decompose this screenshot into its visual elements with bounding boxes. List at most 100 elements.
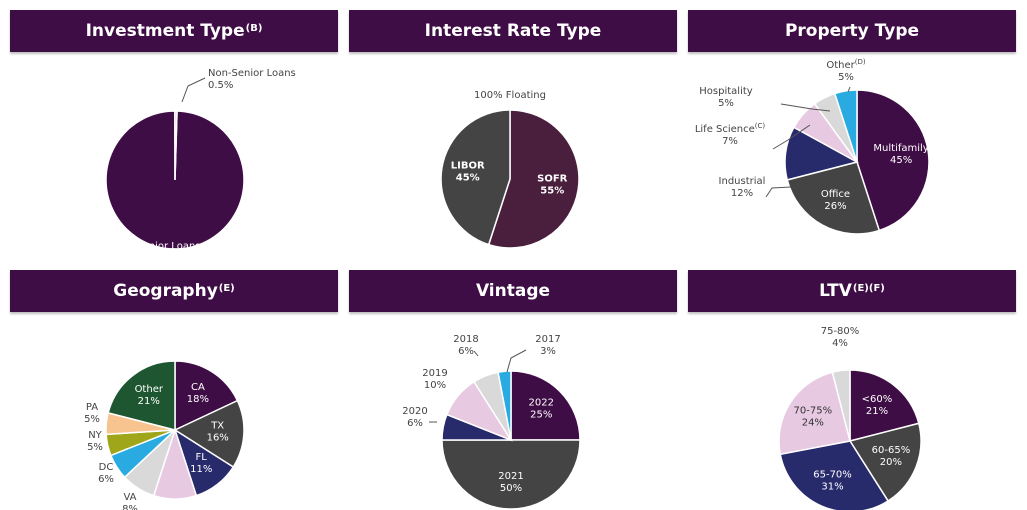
pie-geography: CA18%TX16%FL11%MA10%VA8%DC6%NY5%PA5%Othe… xyxy=(84,360,245,510)
geography-label-tx: TX xyxy=(210,421,224,432)
property-type-label-other: Other(D) xyxy=(826,58,866,71)
geography-pct-fl: 11% xyxy=(190,464,212,475)
geography-label-other: Other xyxy=(135,384,164,395)
property-type-leader-life-science xyxy=(772,124,811,150)
panel-property-type: Property Type Multifamily 45% Office 26% Ind… xyxy=(688,10,1016,250)
ltv-label-70-75: 70-75% xyxy=(794,405,833,416)
investment-type-label-senior-loans: Senior Loans xyxy=(136,241,200,252)
property-type-pct-other: 5% xyxy=(838,72,854,83)
ltv-slice-60 xyxy=(849,369,920,442)
geography-slice-other xyxy=(107,360,176,431)
geography-label-dc: DC xyxy=(99,462,114,473)
vintage-pct-2021: 50% xyxy=(500,483,522,494)
ltv-slice-75-80 xyxy=(831,369,851,442)
geography-pct-dc: 6% xyxy=(98,474,114,485)
vintage-slice-2022 xyxy=(510,370,581,441)
title-property-type: Property Type xyxy=(784,21,920,41)
property-type-pct-life-science: 7% xyxy=(722,136,738,147)
title-sup-geography: (E) xyxy=(218,282,235,294)
vintage-pct-2020: 6% xyxy=(407,418,423,429)
property-type-pct-hospitality: 5% xyxy=(718,98,734,109)
panel-vintage: Vintage 2022 25% 2021 50% 2020 6% 2019 10% 2018 6… xyxy=(349,270,677,510)
property-type-slice-multifamily xyxy=(856,89,930,232)
vintage-pct-2019: 10% xyxy=(424,380,446,391)
interest-rate-type-slice-libor xyxy=(440,109,511,246)
geography-slice-tx xyxy=(173,399,245,469)
property-type-pct-industrial: 12% xyxy=(731,188,753,199)
geography-label-va: VA xyxy=(123,492,136,503)
interest-rate-type-note: 100% Floating xyxy=(474,90,546,101)
vintage-slice-2017 xyxy=(497,370,512,441)
ltv-label-60: <60% xyxy=(862,394,893,405)
geography-pct-pa: 5% xyxy=(84,414,100,425)
property-type-label-life-science: Life Science(C) xyxy=(695,122,766,135)
header-geography: Geography (E) xyxy=(10,270,338,312)
property-type-pct-office: 26% xyxy=(824,201,846,212)
geography-pct-other: 21% xyxy=(138,396,160,407)
header-ltv: LTV (E)(F) xyxy=(688,270,1016,312)
vintage-pct-2017: 3% xyxy=(540,346,556,357)
panel-ltv: LTV (E)(F) <60% 21% 60-65% 20% 65-70% 31% 70-75… xyxy=(688,270,1016,510)
geography-pct-ca: 18% xyxy=(187,394,209,405)
title-vintage: Vintage xyxy=(475,281,551,301)
header-interest-rate-type: Interest Rate Type xyxy=(349,10,677,52)
title-interest-rate-type: Interest Rate Type xyxy=(424,21,602,41)
investment-type-leader-non-senior-loans xyxy=(181,77,206,103)
vintage-label-2021: 2021 xyxy=(498,471,523,482)
header-investment-type: Investment Type (B) xyxy=(10,10,338,52)
investment-type-pct-senior-loans: 99.5% xyxy=(153,253,185,264)
title-investment-type: Investment Type xyxy=(85,21,245,41)
property-type-slice-office xyxy=(786,161,881,235)
interest-rate-type-label-libor: LIBOR xyxy=(451,160,485,171)
vintage-label-2017: 2017 xyxy=(535,334,560,345)
property-type-leader-hospitality xyxy=(780,103,831,112)
interest-rate-type-slice-sofr xyxy=(487,109,580,249)
geography-label-ca: CA xyxy=(191,382,205,393)
interest-rate-type-pct-sofr: 55% xyxy=(540,186,564,197)
ltv-slice-60-65 xyxy=(848,422,922,502)
panel-investment-type: Investment Type (B) Senior Loans 99.5% Non-… xyxy=(10,10,338,264)
property-type-label-multifamily: Multifamily xyxy=(873,143,928,154)
panel-geography: Geography(E) CA18%TX16%FL11%MA10%VA8%DC6… xyxy=(10,270,338,510)
title-sup-ltv: (E)(F) xyxy=(852,282,885,294)
vintage-label-2019: 2019 xyxy=(422,368,447,379)
interest-rate-type-label-sofr: SOFR xyxy=(537,174,568,185)
investment-type-label-non-senior-loans: Non-Senior Loans xyxy=(208,68,296,79)
title-geography: Geography xyxy=(113,281,218,301)
ltv-slice-70-75 xyxy=(778,371,851,456)
geography-pct-ny: 5% xyxy=(87,442,103,453)
title-ltv: LTV xyxy=(819,281,852,301)
ltv-pct-60: 21% xyxy=(866,406,888,417)
investment-type-slice-non-senior-loans xyxy=(174,110,178,181)
geography-slice-ca xyxy=(174,360,239,432)
property-type-label-hospitality: Hospitality xyxy=(699,86,753,97)
ltv-label-65-70: 65-70% xyxy=(813,469,852,480)
geography-label-ny: NY xyxy=(88,430,102,441)
vintage-slice-2021 xyxy=(441,439,581,510)
geography-label-pa: PA xyxy=(86,402,98,413)
property-type-leader-industrial xyxy=(765,186,792,198)
vintage-leader-2018 xyxy=(473,350,479,357)
investment-type-pct-non-senior-loans: 0.5% xyxy=(208,80,233,91)
ltv-pct-65-70: 31% xyxy=(821,481,843,492)
interest-rate-type-pct-libor: 45% xyxy=(456,172,480,183)
ltv-label-60-65: 60-65% xyxy=(872,445,911,456)
property-type-pct-multifamily: 45% xyxy=(890,155,912,166)
geography-pct-va: 8% xyxy=(122,504,138,510)
title-sup-investment-type: (B) xyxy=(245,22,263,34)
header-vintage: Vintage xyxy=(349,270,677,312)
property-type-leader-other xyxy=(847,86,851,93)
vintage-label-2022: 2022 xyxy=(529,398,554,409)
vintage-label-2018: 2018 xyxy=(453,334,478,345)
vintage-pct-2018: 6% xyxy=(458,346,474,357)
property-type-label-industrial: Industrial xyxy=(719,176,766,187)
pie-ltv: <60%21% 60-65%20% 65-70%31% 70-75%24% 75-80%… xyxy=(778,326,922,510)
panel-interest-rate-type: Interest Rate Type 100% Floating SOFR 55% L… xyxy=(349,10,677,250)
vintage-pct-2022: 25% xyxy=(530,410,552,421)
geography-label-fl: FL xyxy=(196,452,208,463)
property-type-slice-other xyxy=(833,89,858,163)
